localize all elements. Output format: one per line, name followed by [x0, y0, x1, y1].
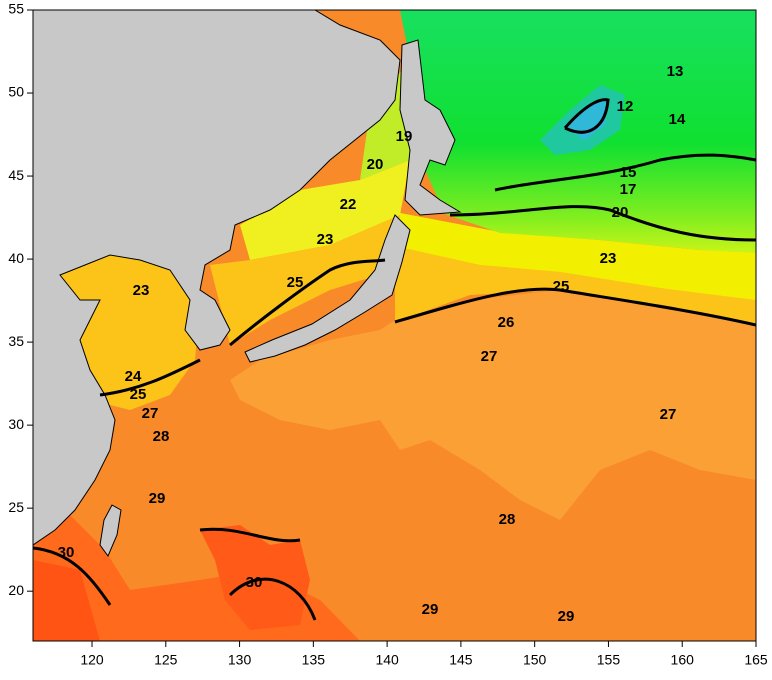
soj-19: [360, 60, 410, 180]
mainland: [33, 10, 401, 546]
contour-label: 15: [620, 164, 637, 181]
contour-label: 25: [130, 386, 147, 403]
contour-label: 25: [287, 274, 304, 291]
contour-label: 13: [667, 63, 684, 80]
x-tick-label: 135: [302, 652, 326, 668]
x-tick-label: 140: [375, 652, 399, 668]
sea-30: [33, 560, 100, 641]
x-tick-label: 160: [671, 652, 695, 668]
x-tick-label: 165: [744, 652, 768, 668]
soj-24: [210, 215, 400, 345]
contour-label: 24: [125, 368, 142, 385]
contour-label: 26: [498, 314, 515, 331]
contour-label: 30: [58, 544, 75, 561]
contour-label: 27: [142, 405, 159, 422]
contour-label: 30: [246, 574, 263, 591]
sea-30b: [200, 525, 310, 630]
y-tick-label: 55: [8, 1, 24, 17]
sea-22: [395, 212, 756, 300]
sea-25: [395, 245, 756, 325]
contour-label: 28: [153, 428, 170, 445]
sea-27: [230, 290, 756, 520]
soj-22: [240, 160, 410, 260]
y-tick-label: 20: [8, 582, 24, 598]
y-tick-label: 30: [8, 416, 24, 432]
contour-label: 20: [612, 204, 629, 221]
contour-label: 19: [396, 128, 413, 145]
y-tick-label: 45: [8, 167, 24, 183]
x-tick-label: 130: [228, 652, 252, 668]
contour-label: 17: [620, 181, 637, 198]
isotherm-25: [99, 258, 756, 397]
x-tick-label: 155: [597, 652, 621, 668]
sst-field: [33, 10, 756, 641]
isotherm-15: [494, 153, 756, 192]
contour-label: 12: [617, 98, 634, 115]
contour-label: 20: [367, 156, 384, 173]
honshu: [244, 214, 411, 363]
x-tick-label: 120: [80, 652, 104, 668]
y-tick-label: 25: [8, 499, 24, 515]
contour-label: 28: [499, 511, 516, 528]
contour-label: 29: [422, 601, 439, 618]
contour-label: 23: [600, 250, 617, 267]
contour-label: 23: [133, 282, 150, 299]
contour-label: 29: [558, 608, 575, 625]
contour-label: 25: [553, 278, 570, 295]
contour-label: 27: [660, 406, 677, 423]
isotherm-20: [449, 205, 756, 242]
overlay: 120 125 130 135 140 145 150 155 160 165 20 25 30 35 40…: [8, 1, 767, 668]
x-tick-label: 145: [449, 652, 473, 668]
contour-label: 23: [317, 231, 334, 248]
sakhalin-hokkaido: [399, 39, 462, 216]
x-tick-label: 125: [154, 652, 178, 668]
contour-label: 29: [149, 490, 166, 507]
isotherm-30: [33, 527, 317, 621]
taiwan: [99, 504, 122, 558]
isotherm-12: [563, 98, 610, 134]
y-tick-label: 50: [8, 84, 24, 100]
contour-label: 22: [340, 196, 357, 213]
yellow-sea: [55, 250, 200, 410]
frame: [32, 9, 757, 642]
x-tick-label: 150: [523, 652, 547, 668]
contour-label: 27: [481, 348, 498, 365]
contour-label: 14: [669, 111, 686, 128]
sea-12: [565, 100, 608, 140]
y-tick-label: 40: [8, 250, 24, 266]
y-tick-label: 35: [8, 333, 24, 349]
